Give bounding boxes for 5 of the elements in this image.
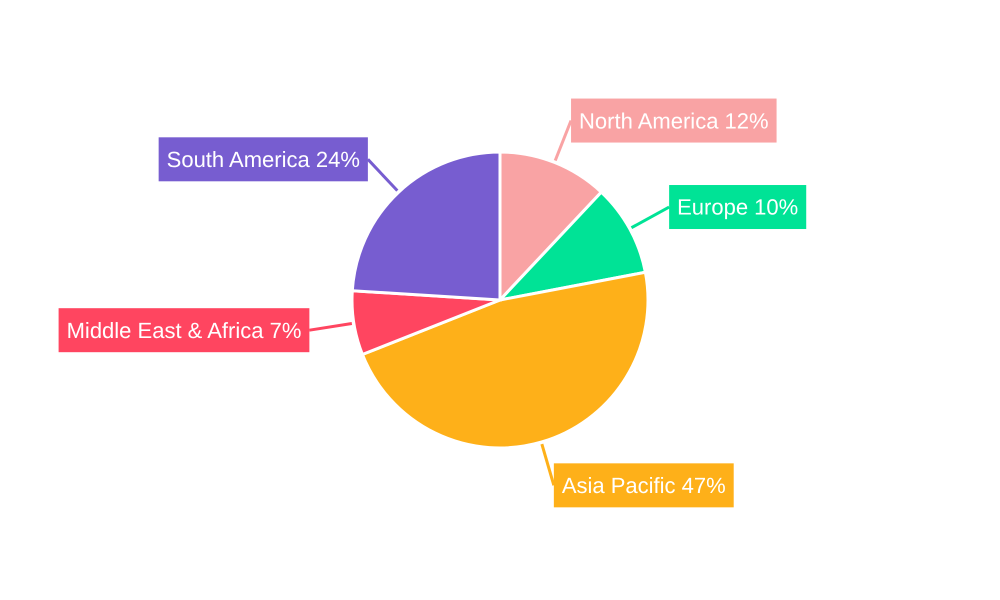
slice-label: South America 24% (166, 147, 360, 172)
slice-label: Europe 10% (677, 194, 798, 220)
slice-label: Asia Pacific 47% (562, 473, 726, 498)
slice-label: Middle East & Africa 7% (66, 318, 302, 343)
slice-label: North America 12% (579, 108, 769, 134)
